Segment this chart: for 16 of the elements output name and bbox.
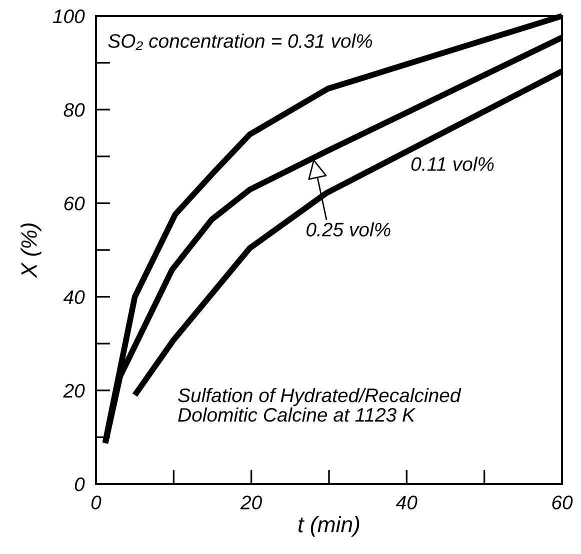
x-axis-title: t (min) [298,516,360,537]
x-tick-label: 60 [552,496,573,510]
annotation: Sulfation of Hydrated/Recalcined Dolomitic Calcine at 1123 K [178,388,462,422]
y-tick-label: 20 [63,384,85,398]
annotation: 0.25 vol% [306,222,390,236]
y-tick-label: 100 [52,9,85,24]
y-tick-label: 60 [64,196,85,210]
x-tick-label: 0 [91,496,102,510]
y-axis-title: X (%) [20,224,42,278]
y-tick-label: 40 [63,290,85,304]
series-label: 0.11 vol% [411,156,494,171]
y-tick-label: 0 [74,477,85,492]
y-tick-label: 80 [64,103,85,117]
series-label: SO₂ concentration = 0.31 vol% [108,34,372,50]
x-tick-label: 40 [396,496,418,510]
x-tick-label: 20 [240,496,262,510]
